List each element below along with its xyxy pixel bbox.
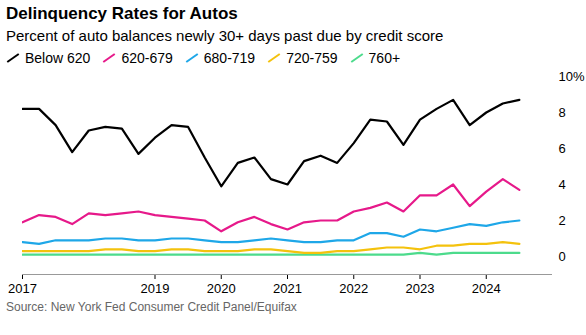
- html-text:620-679: 620-679: [121, 50, 173, 66]
- html-text:Percent of auto balances newly: Percent of auto balances newly 30+ days …: [6, 27, 444, 44]
- svg-text:2020: 2020: [207, 281, 236, 296]
- html-text:680-719: 680-719: [203, 50, 256, 66]
- svg-text:6: 6: [559, 141, 566, 156]
- html-text:Source: New York Fed Consumer: Source: New York Fed Consumer Credit Pan…: [6, 300, 297, 314]
- svg-text:2021: 2021: [273, 281, 302, 296]
- svg-text:0: 0: [559, 249, 566, 264]
- svg-text:4: 4: [559, 177, 566, 192]
- html-text:760+: 760+: [368, 50, 401, 66]
- svg-text:2024: 2024: [472, 281, 501, 296]
- svg-text:2: 2: [559, 213, 566, 228]
- html-text:Below 620: Below 620: [25, 50, 91, 66]
- svg-text:8: 8: [559, 105, 566, 120]
- html-text:Delinquency Rates for Autos: Delinquency Rates for Autos: [6, 4, 238, 23]
- html-text:720-759: 720-759: [286, 50, 338, 66]
- svg-text:10%: 10%: [559, 69, 585, 84]
- svg-text:2019: 2019: [141, 281, 170, 296]
- svg-text:2023: 2023: [406, 281, 435, 296]
- svg-text:2017: 2017: [8, 281, 37, 296]
- svg-text:2022: 2022: [339, 281, 368, 296]
